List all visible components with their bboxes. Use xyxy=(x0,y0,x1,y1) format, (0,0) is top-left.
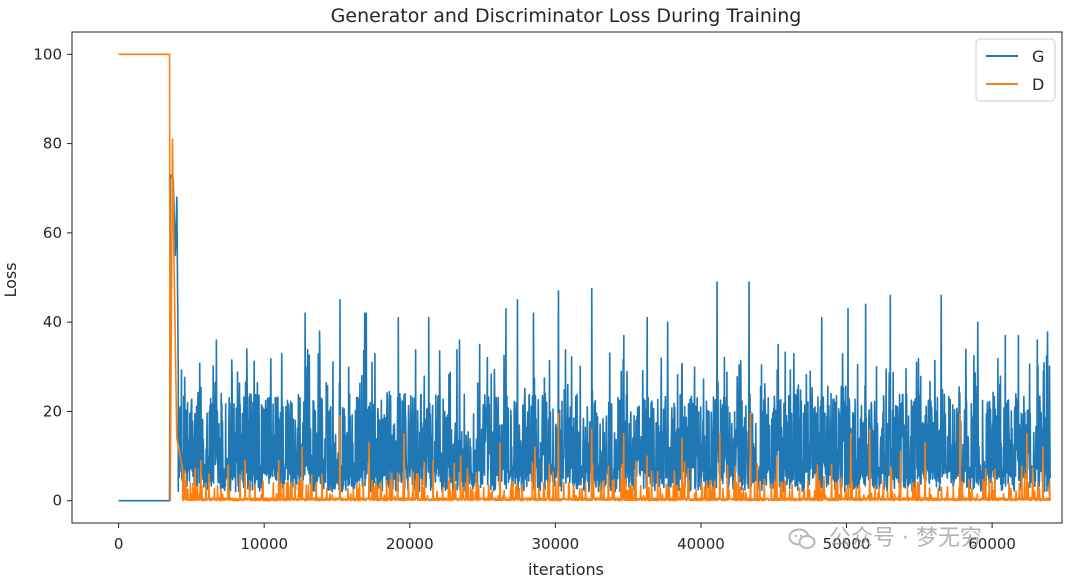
legend-label-G: G xyxy=(1032,47,1044,66)
chart-title: Generator and Discriminator Loss During … xyxy=(331,5,802,27)
y-tick-label: 20 xyxy=(43,402,62,420)
x-tick-label: 50000 xyxy=(823,535,871,553)
watermark-text: 公众号 · 梦无穷 xyxy=(829,526,982,551)
x-tick-label: 40000 xyxy=(677,535,725,553)
plot-area xyxy=(118,53,1052,502)
watermark: 公众号 · 梦无穷 xyxy=(788,520,982,552)
x-tick-label: 10000 xyxy=(240,535,288,553)
x-tick-label: 30000 xyxy=(531,535,579,553)
y-tick-label: 40 xyxy=(43,313,62,331)
y-axis: 0 20 40 60 80 100 xyxy=(33,45,72,510)
y-tick-label: 60 xyxy=(43,224,62,242)
x-tick-label: 60000 xyxy=(968,535,1016,553)
y-tick-label: 100 xyxy=(33,45,62,63)
y-tick-label: 80 xyxy=(43,135,62,153)
y-axis-label: Loss xyxy=(1,262,20,297)
x-tick-label: 20000 xyxy=(386,535,434,553)
wechat-icon xyxy=(788,528,816,549)
legend-label-D: D xyxy=(1032,75,1044,94)
legend-box xyxy=(975,38,1056,102)
y-tick-label: 0 xyxy=(52,492,62,510)
series-line-G xyxy=(118,174,1051,502)
x-axis: 0 10000 20000 30000 40000 50000 60000 xyxy=(114,523,1016,553)
series-line-D xyxy=(118,53,1052,502)
plot-frame xyxy=(71,31,1063,524)
x-axis-label: iterations xyxy=(528,560,604,579)
x-tick-label: 0 xyxy=(114,535,124,553)
legend: GD xyxy=(975,38,1056,102)
